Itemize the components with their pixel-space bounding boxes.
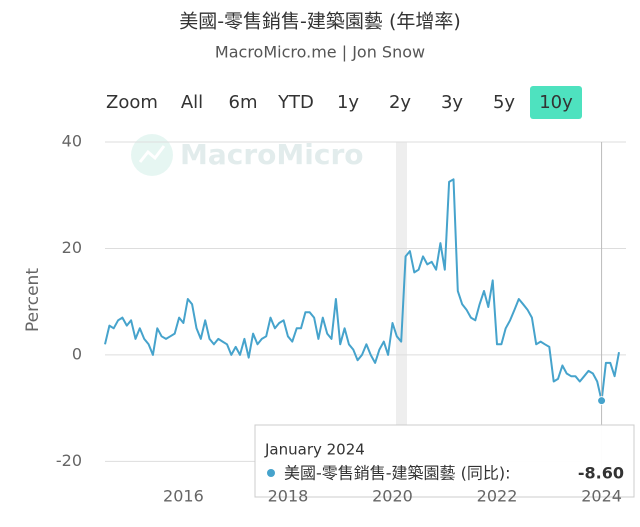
x-tick-label: 2022: [477, 487, 518, 506]
range-button[interactable]: 2y: [389, 92, 411, 113]
chart-subtitle: MacroMicro.me | Jon Snow: [215, 43, 425, 62]
range-button[interactable]: All: [181, 92, 203, 113]
hover-point: [597, 396, 607, 406]
range-button[interactable]: 3y: [441, 92, 463, 113]
x-tick-label: 2024: [581, 487, 622, 506]
watermark: MacroMicro: [180, 138, 364, 171]
active-button-bg: [530, 86, 582, 119]
tooltip-box: [254, 424, 635, 498]
tooltip-dot: [267, 469, 275, 477]
y-tick-label: 20: [62, 238, 82, 257]
x-tick-label: 2016: [163, 487, 204, 506]
range-button[interactable]: YTD: [277, 92, 314, 113]
y-tick-label: -20: [56, 451, 82, 470]
y-axis-label: Percent: [23, 268, 43, 332]
x-tick-label: 2020: [372, 487, 413, 506]
plot: [104, 141, 626, 472]
range-button[interactable]: 10y: [539, 92, 573, 113]
zoom-label: Zoom: [106, 92, 158, 113]
watermark-logo: [131, 134, 173, 176]
range-button[interactable]: 5y: [493, 92, 515, 113]
recession-band: [396, 142, 407, 472]
tooltip-title: January 2024: [264, 441, 365, 459]
range-button[interactable]: 6m: [229, 92, 258, 113]
tooltip-value: -8.60: [578, 464, 624, 483]
range-button[interactable]: 1y: [337, 92, 359, 113]
tooltip: January 2024 美國-零售銷售-建築園藝 (同比): -8.60: [254, 396, 635, 498]
y-tick-label: 0: [72, 344, 82, 363]
tooltip-label: 美國-零售銷售-建築園藝 (同比):: [284, 464, 511, 483]
y-tick-label: 40: [62, 132, 82, 151]
x-tick-label: 2018: [268, 487, 309, 506]
data-line: [104, 178, 620, 402]
chart-title: 美國-零售銷售-建築園藝 (年增率): [179, 11, 461, 33]
